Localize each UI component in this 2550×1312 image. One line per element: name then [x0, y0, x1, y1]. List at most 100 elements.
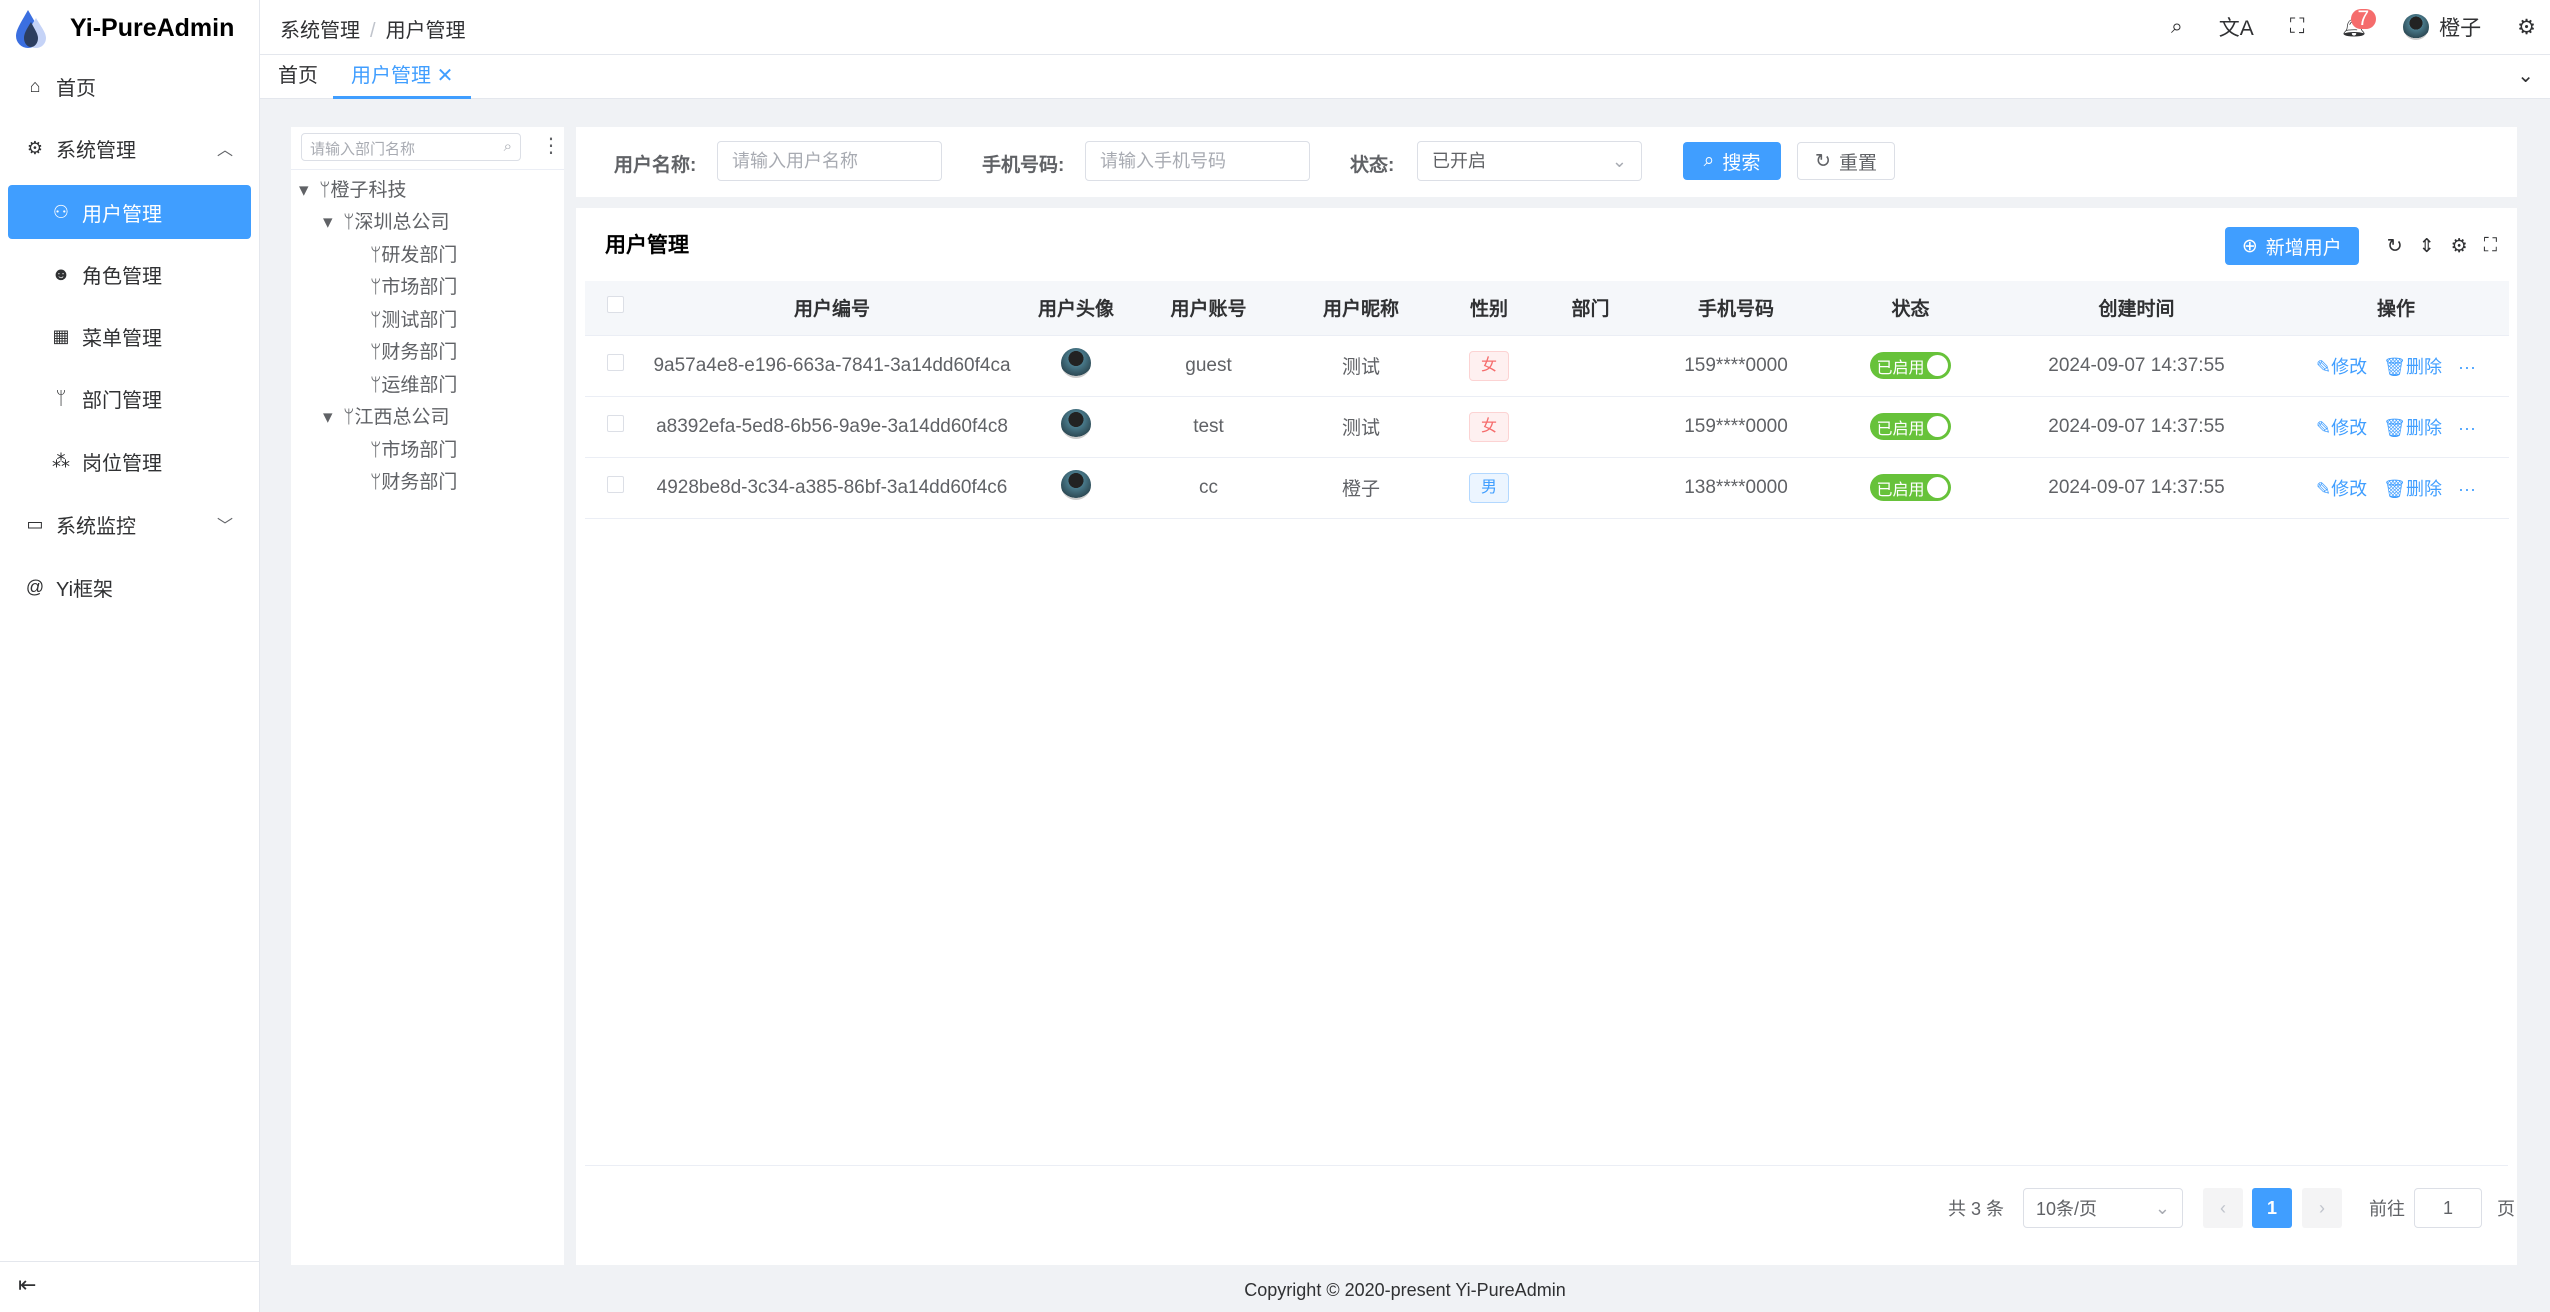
tree-node[interactable]: ▾ ᛘ江西总公司 [323, 407, 450, 428]
sidebar-item-yi[interactable]: @ Yi框架 [8, 560, 251, 614]
goto-page-input[interactable]: 1 [2414, 1188, 2482, 1228]
created-time: 2024-09-07 14:37:55 [1990, 457, 2283, 519]
status-switch[interactable]: 已启用 [1870, 474, 1951, 501]
button-label: 删除 [2405, 356, 2442, 377]
tree-node[interactable]: ᛘ运维部门 [370, 375, 458, 396]
created-time: 2024-09-07 14:37:55 [1990, 335, 2283, 397]
tree-node[interactable]: ᛘ财务部门 [370, 472, 458, 493]
column-header: 创建时间 [1990, 281, 2283, 336]
bell-icon[interactable]: 🔔︎7 [2341, 8, 2377, 39]
user-dept [1540, 396, 1641, 458]
sidebar: Yi-PureAdmin ⌂ 首页 ⚙ 系统管理 ︿ ⚇ 用户管理 ☻ 角色管理 ▦ 菜单管… [0, 0, 260, 1312]
column-settings-icon[interactable]: ⚙ [2450, 235, 2468, 257]
switch-label: 已启用 [1876, 420, 1925, 438]
sidebar-item-posts[interactable]: ⁂ 岗位管理 [8, 434, 251, 488]
search-button[interactable]: ⌕ 搜索 [1683, 142, 1781, 180]
breadcrumb-item: 用户管理 [385, 20, 466, 42]
chevron-down-icon: ⌄ [1611, 151, 1627, 171]
sidebar-item-label: 用户管理 [82, 203, 162, 226]
column-header: 状态 [1831, 281, 1990, 336]
sidebar-item-depts[interactable]: ᛘ 部门管理 [8, 371, 251, 425]
page-button[interactable]: 1 [2252, 1188, 2292, 1228]
sidebar-item-label: 角色管理 [82, 265, 162, 288]
sidebar-item-home[interactable]: ⌂ 首页 [8, 59, 251, 113]
placeholder: 请输入手机号码 [1100, 151, 1226, 171]
tab-users[interactable]: 用户管理 ✕ [333, 55, 472, 99]
user-menu[interactable]: 橙子 [2403, 12, 2481, 42]
trash-icon: 🗑︎ [2383, 478, 2406, 499]
status-label: 状态: [1350, 155, 1395, 176]
more-icon[interactable]: ··· [2457, 478, 2476, 499]
gender-tag: 男 [1469, 472, 1509, 503]
prev-page-button[interactable]: ‹ [2203, 1188, 2243, 1228]
phone-label: 手机号码: [982, 155, 1065, 176]
delete-button[interactable]: 🗑︎删除 [2383, 418, 2442, 438]
column-header: 用户头像 [1019, 281, 1133, 336]
sidebar-item-label: 菜单管理 [82, 327, 162, 350]
edit-icon: ✎ [2316, 478, 2332, 499]
sidebar-item-menus[interactable]: ▦ 菜单管理 [8, 309, 251, 363]
button-label: 删除 [2405, 478, 2442, 499]
row-checkbox[interactable] [606, 354, 624, 371]
tree-node[interactable]: ᛘ研发部门 [370, 245, 458, 266]
sidebar-item-roles[interactable]: ☻ 角色管理 [8, 247, 251, 301]
breadcrumb-item[interactable]: 系统管理 [280, 20, 360, 42]
sidebar-item-label: Yi框架 [56, 578, 114, 601]
column-header: 用户账号 [1133, 281, 1284, 336]
username: 橙子 [2439, 17, 2482, 40]
sidebar-item-users[interactable]: ⚇ 用户管理 [8, 185, 251, 239]
close-icon[interactable]: ✕ [436, 65, 454, 87]
status-switch[interactable]: 已启用 [1870, 352, 1951, 379]
edit-button[interactable]: ✎修改 [2316, 418, 2367, 438]
tree-node[interactable]: ᛘ市场部门 [370, 277, 458, 298]
translate-icon[interactable]: 文A [2218, 17, 2254, 40]
tree-node[interactable]: ᛘ财务部门 [370, 342, 458, 363]
edit-button[interactable]: ✎修改 [2316, 357, 2367, 377]
tab-label: 用户管理 [351, 65, 431, 87]
tree-node[interactable]: ᛘ测试部门 [370, 310, 458, 331]
logo[interactable]: Yi-PureAdmin [14, 6, 234, 50]
reset-button[interactable]: ↻ 重置 [1797, 142, 1895, 180]
user-nickname: 橙子 [1284, 457, 1438, 519]
tree-node[interactable]: ᛘ市场部门 [370, 440, 458, 461]
fullscreen-icon[interactable]: ⛶ [2483, 235, 2497, 256]
phone-input[interactable]: 请输入手机号码 [1085, 141, 1310, 181]
density-icon[interactable]: ⇕ [2418, 235, 2435, 257]
chevron-down-icon[interactable]: ⌄ [2517, 65, 2534, 87]
status-select[interactable]: 已开启 ⌄ [1417, 141, 1642, 181]
more-icon[interactable]: ··· [2457, 417, 2476, 438]
user-nickname: 测试 [1284, 335, 1438, 397]
app-title: Yi-PureAdmin [70, 13, 235, 42]
switch-knob [1926, 355, 1948, 376]
selected-value: 已开启 [1432, 151, 1486, 171]
logo-drop-icon [16, 10, 46, 48]
avatar [2403, 14, 2430, 40]
tree-node[interactable]: ▾ ᛘ橙子科技 [299, 180, 407, 201]
more-icon[interactable]: ··· [2457, 356, 2476, 377]
add-user-button[interactable]: ⊕ 新增用户 [2224, 227, 2359, 265]
row-checkbox[interactable] [606, 415, 624, 432]
select-all-checkbox[interactable] [606, 296, 624, 314]
tab-home[interactable]: 首页 [260, 55, 336, 99]
refresh-icon[interactable]: ↻ [2386, 235, 2403, 257]
sidebar-item-monitor[interactable]: ▭ 系统监控 ﹀ [8, 497, 251, 551]
edit-button[interactable]: ✎修改 [2316, 479, 2367, 499]
username-input[interactable]: 请输入用户名称 [717, 141, 942, 181]
tree-node[interactable]: ▾ ᛘ深圳总公司 [323, 212, 450, 233]
more-vertical-icon[interactable]: ⋮ [541, 135, 561, 157]
trash-icon: 🗑︎ [2383, 356, 2406, 377]
sidebar-item-label: 岗位管理 [82, 452, 162, 475]
search-icon[interactable]: ⌕ [2171, 15, 2183, 38]
row-checkbox[interactable] [606, 476, 624, 493]
delete-button[interactable]: 🗑︎删除 [2383, 479, 2442, 499]
dept-search-input[interactable]: 请输入部门名称 ⌕ [301, 133, 521, 161]
fullscreen-icon[interactable]: ⛶ [2289, 15, 2305, 38]
delete-button[interactable]: 🗑︎删除 [2383, 357, 2442, 377]
collapse-sidebar-icon[interactable]: ⇤ [18, 1272, 37, 1297]
next-page-button[interactable]: › [2302, 1188, 2342, 1228]
sidebar-item-system[interactable]: ⚙ 系统管理 ︿ [8, 121, 251, 175]
settings-icon[interactable]: ⚙ [2517, 15, 2536, 39]
status-switch[interactable]: 已启用 [1870, 413, 1951, 440]
page-size-select[interactable]: 10条/页 ⌄ [2023, 1188, 2183, 1228]
plus-circle-icon: ⊕ [2241, 235, 2258, 257]
